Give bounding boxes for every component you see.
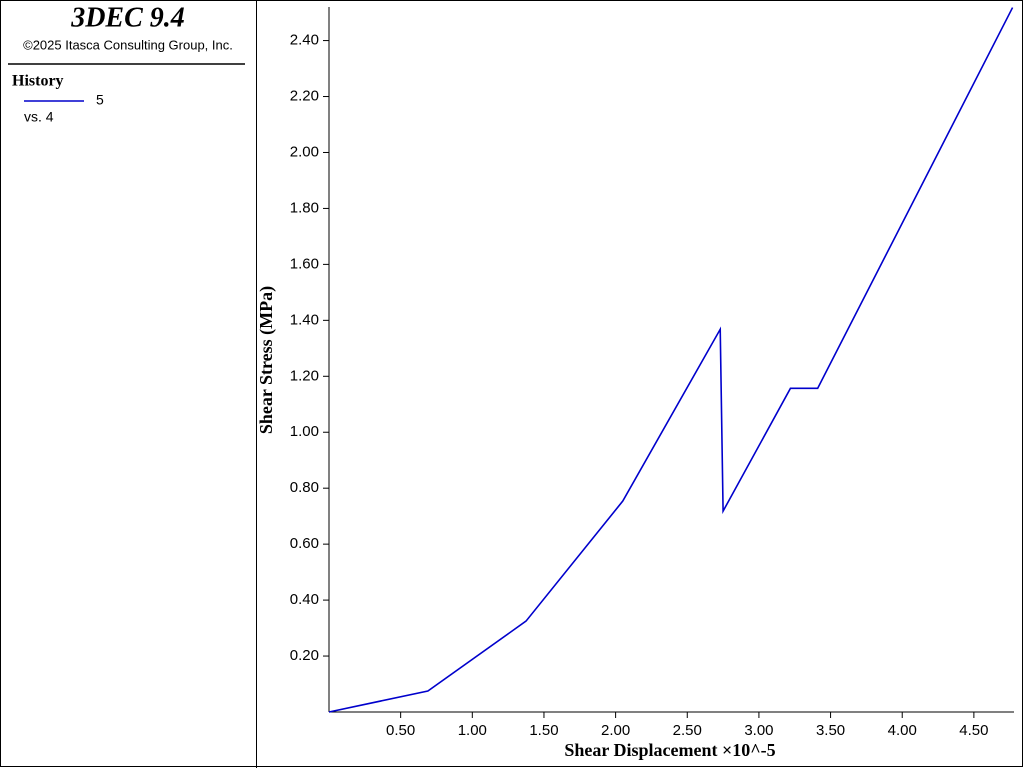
y-tick-label: 0.20 (290, 647, 319, 664)
y-tick-label: 2.20 (290, 87, 319, 104)
x-tick-label: 2.00 (601, 722, 630, 739)
y-tick-label: 1.00 (290, 423, 319, 440)
y-tick-label: 1.80 (290, 199, 319, 216)
y-tick-label: 1.40 (290, 311, 319, 328)
x-tick-label: 2.50 (673, 722, 702, 739)
legend-subtitle: vs. 4 (24, 109, 54, 125)
x-tick-label: 3.00 (744, 722, 773, 739)
legend-label: 5 (96, 92, 104, 108)
x-tick-label: 3.50 (816, 722, 845, 739)
x-tick-label: 4.00 (888, 722, 917, 739)
x-axis-label: Shear Displacement ×10^-5 (564, 740, 775, 760)
x-tick-label: 1.50 (529, 722, 558, 739)
data-line (328, 7, 1014, 713)
x-tick-label: 1.00 (458, 722, 487, 739)
y-axis-label: Shear Stress (MPa) (256, 286, 277, 434)
y-tick-label: 0.40 (290, 591, 319, 608)
y-tick-label: 2.40 (290, 32, 319, 49)
app-title: 3DEC 9.4 (70, 2, 185, 33)
y-tick-label: 0.80 (290, 479, 319, 496)
legend-title: History (12, 73, 64, 90)
y-tick-label: 2.00 (290, 143, 319, 160)
y-tick-label: 1.60 (290, 255, 319, 272)
y-tick-label: 1.20 (290, 367, 319, 384)
x-tick-label: 0.50 (386, 722, 415, 739)
copyright: ©2025 Itasca Consulting Group, Inc. (23, 37, 233, 52)
x-tick-label: 4.50 (959, 722, 988, 739)
y-tick-label: 0.60 (290, 535, 319, 552)
